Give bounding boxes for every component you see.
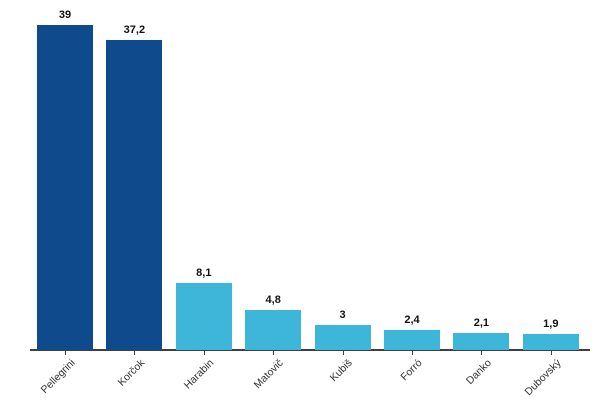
bar-value-label: 2,4 (404, 314, 420, 326)
x-axis-line (30, 349, 590, 351)
x-axis-tick (342, 351, 344, 355)
x-axis-label: Pellegrini (38, 357, 78, 397)
bar (314, 325, 371, 350)
bar-value-label: 8,1 (196, 266, 212, 279)
bar (37, 25, 93, 350)
x-axis-label: Harabin (181, 357, 217, 392)
x-axis-label: Dubovský (522, 357, 564, 399)
bar (522, 334, 579, 350)
x-axis-tick (65, 351, 66, 355)
bar-value-label: 39 (58, 9, 72, 21)
x-axis-label: Korčok (115, 357, 147, 389)
bar-value-label: 4,8 (265, 294, 281, 306)
bar (106, 40, 163, 350)
x-axis-tick (134, 351, 136, 355)
x-axis-label: Kubiš (328, 357, 356, 385)
x-axis-label: Danko (463, 357, 494, 387)
bar-value-label: 2,1 (473, 316, 490, 329)
x-axis-tick (550, 351, 552, 355)
bar-value-label: 1,9 (543, 318, 559, 331)
bar (453, 332, 510, 350)
bar-value-label: 37,2 (123, 24, 146, 36)
bar (384, 330, 440, 350)
x-axis-label: Forró (398, 357, 425, 384)
x-axis-tick (412, 351, 413, 355)
bar-value-label: 3 (339, 309, 346, 321)
bar (175, 282, 232, 350)
x-axis-label: Matovič (251, 357, 286, 392)
bar (245, 310, 302, 350)
x-axis-tick (203, 351, 205, 355)
x-axis-tick (481, 351, 483, 355)
x-axis-tick (273, 351, 275, 355)
